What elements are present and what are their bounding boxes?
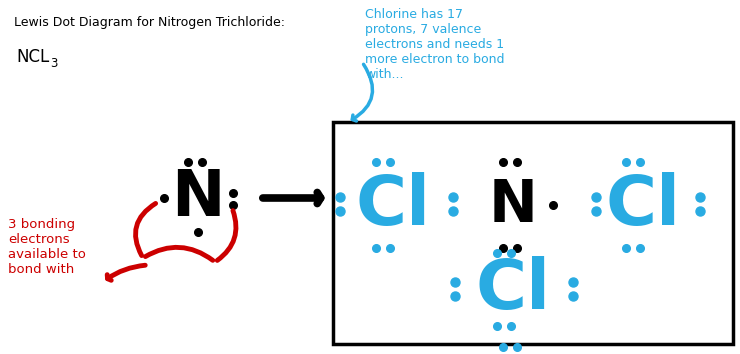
- Text: NCL: NCL: [16, 48, 50, 66]
- Text: N: N: [171, 167, 225, 229]
- Text: Chlorine has 17
protons, 7 valence
electrons and needs 1
more electron to bond
w: Chlorine has 17 protons, 7 valence elect…: [365, 8, 505, 81]
- Text: 3: 3: [50, 57, 58, 70]
- Text: Cl: Cl: [605, 171, 681, 239]
- Text: Cl: Cl: [355, 171, 431, 239]
- Text: Lewis Dot Diagram for Nitrogen Trichloride:: Lewis Dot Diagram for Nitrogen Trichlori…: [14, 16, 285, 29]
- Bar: [333, 122, 733, 344]
- Text: 3 bonding
electrons
available to
bond with: 3 bonding electrons available to bond wi…: [8, 218, 86, 276]
- Text: N: N: [488, 177, 537, 234]
- Text: Cl: Cl: [476, 256, 551, 322]
